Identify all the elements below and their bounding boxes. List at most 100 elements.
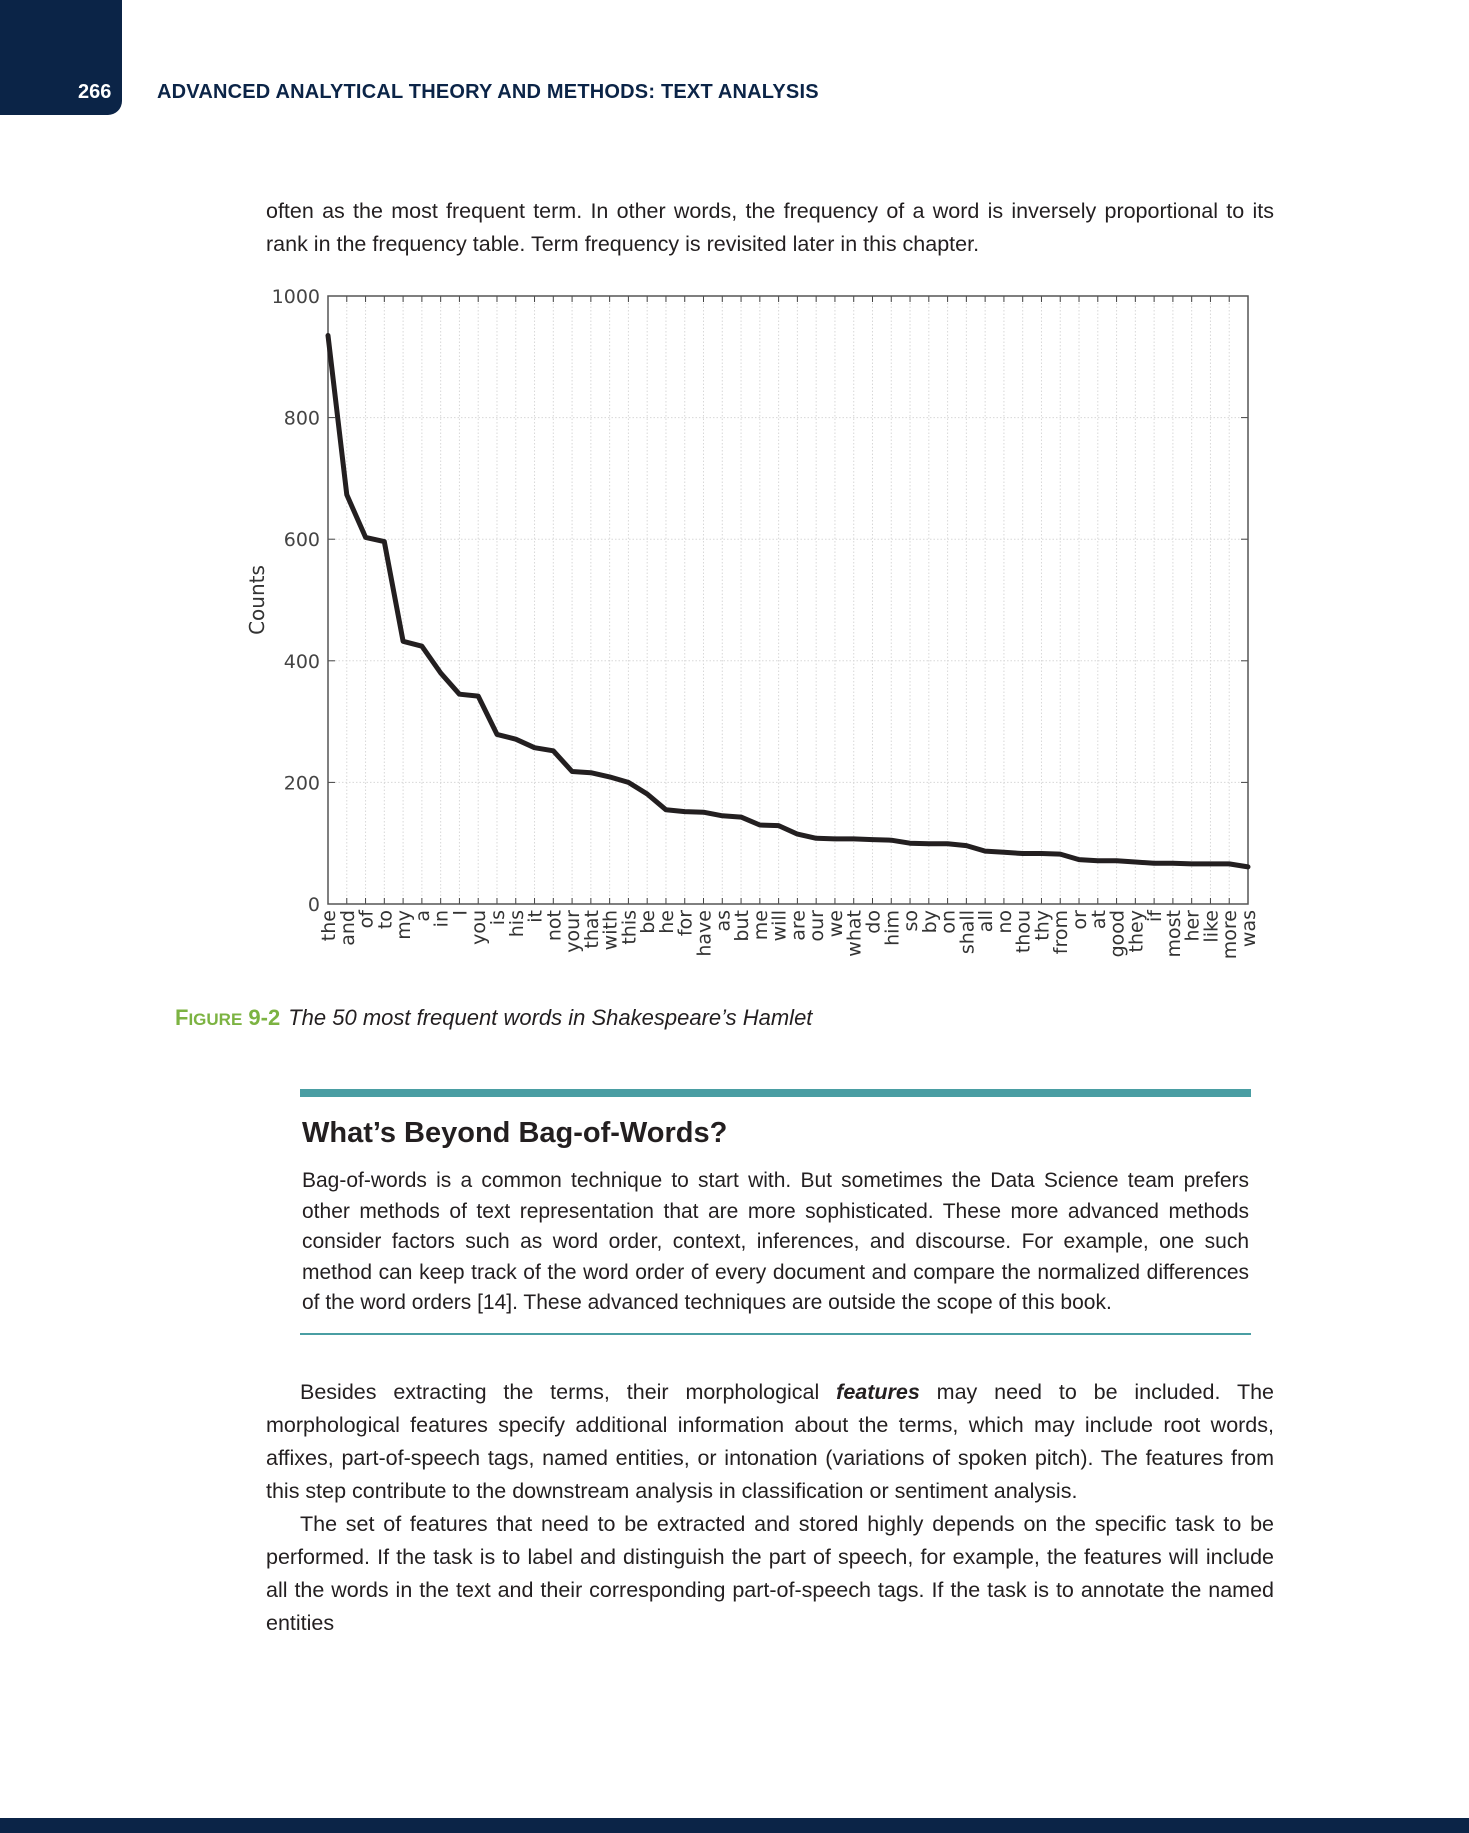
- data-point: [1114, 858, 1119, 863]
- x-tick-label: to: [374, 910, 396, 929]
- data-point: [757, 822, 762, 827]
- y-tick-label: 0: [308, 894, 320, 916]
- data-point: [832, 836, 837, 841]
- x-tick-label: that: [581, 910, 603, 949]
- data-point: [1152, 861, 1157, 866]
- x-tick-label: more: [1219, 910, 1241, 959]
- data-point: [401, 639, 406, 644]
- data-point: [382, 539, 387, 544]
- y-tick-label: 200: [284, 772, 320, 794]
- intro-paragraph: often as the most frequent term. In othe…: [266, 199, 1274, 256]
- x-tick-label: as: [712, 910, 734, 932]
- x-tick-label: my: [393, 910, 415, 940]
- x-tick-label: what: [844, 910, 866, 957]
- x-tick-label: a: [412, 910, 434, 922]
- data-point: [1020, 851, 1025, 856]
- data-point: [851, 836, 856, 841]
- footer-bar: [0, 1818, 1469, 1833]
- x-tick-label: of: [356, 909, 378, 929]
- data-point: [588, 770, 593, 775]
- data-point: [645, 791, 650, 796]
- x-tick-label: all: [975, 910, 997, 932]
- x-tick-label: do: [862, 910, 884, 934]
- x-tick-label: we: [825, 910, 847, 937]
- data-point: [870, 837, 875, 842]
- data-point: [344, 492, 349, 497]
- x-tick-label: no: [994, 910, 1016, 934]
- sidebar-title: What’s Beyond Bag-of-Words?: [302, 1117, 728, 1149]
- sidebar-box: What’s Beyond Bag-of-Words? Bag-of-words…: [300, 1089, 1251, 1335]
- sidebar-body: Bag-of-words is a common technique to st…: [302, 1169, 1249, 1314]
- x-tick-label: for: [675, 910, 697, 936]
- x-tick-label: was: [1238, 910, 1260, 947]
- data-point: [551, 748, 556, 753]
- data-point: [795, 832, 800, 837]
- x-tick-label: her: [1182, 910, 1204, 942]
- x-tick-label: it: [525, 910, 547, 923]
- word-frequency-chart: 02004006008001000theandoftomyainIyouishi…: [245, 286, 1260, 959]
- data-point: [513, 737, 518, 742]
- x-tick-label: his: [506, 910, 528, 937]
- data-point: [1227, 861, 1232, 866]
- data-point: [1208, 861, 1213, 866]
- x-tick-label: most: [1163, 910, 1185, 957]
- data-point: [983, 849, 988, 854]
- data-point: [720, 813, 725, 818]
- data-point: [814, 836, 819, 841]
- y-axis-label: Counts: [245, 565, 269, 635]
- x-tick-label: be: [637, 910, 659, 934]
- data-point: [494, 732, 499, 737]
- data-point: [476, 694, 481, 699]
- x-tick-label: the: [318, 910, 340, 941]
- data-point: [1095, 858, 1100, 863]
- y-tick-label: 800: [284, 408, 320, 430]
- x-tick-label: with: [600, 910, 622, 950]
- x-tick-label: your: [562, 910, 584, 953]
- x-tick-label: but: [731, 910, 753, 942]
- running-head: ADVANCED ANALYTICAL THEORY AND METHODS: …: [157, 81, 819, 103]
- data-point: [438, 670, 443, 675]
- x-tick-label: they: [1125, 910, 1147, 952]
- x-tick-label: thy: [1031, 910, 1053, 941]
- data-point: [739, 815, 744, 820]
- x-tick-label: have: [694, 910, 716, 957]
- data-point: [1058, 852, 1063, 857]
- data-point: [889, 838, 894, 843]
- x-tick-label: if: [1144, 909, 1166, 922]
- figure-title: The 50 most frequent words in Shakespear…: [288, 1005, 813, 1030]
- data-point: [1189, 861, 1194, 866]
- figure-caption: FIGURE 9-2 The 50 most frequent words in …: [175, 1005, 812, 1031]
- x-tick-label: not: [543, 910, 565, 941]
- data-point: [776, 823, 781, 828]
- x-tick-label: or: [1069, 910, 1091, 930]
- x-tick-label: on: [938, 910, 960, 934]
- data-point: [945, 841, 950, 846]
- data-point: [908, 841, 913, 846]
- data-point: [663, 807, 668, 812]
- data-point: [926, 841, 931, 846]
- page-number-tab: [0, 0, 122, 115]
- page-number: 266: [78, 81, 112, 103]
- figure-label: FIGURE 9-2: [175, 1005, 281, 1030]
- data-point: [626, 780, 631, 785]
- x-tick-label: thou: [1013, 910, 1035, 953]
- x-tick-label: he: [656, 910, 678, 934]
- x-tick-label: by: [919, 910, 941, 933]
- data-point: [682, 809, 687, 814]
- paragraph-features: Besides extracting the terms, their morp…: [266, 1380, 1274, 1503]
- paragraph-feature-set: The set of features that need to be extr…: [266, 1512, 1274, 1635]
- data-point: [1246, 864, 1250, 869]
- x-tick-label: are: [787, 910, 809, 941]
- x-tick-label: good: [1107, 910, 1129, 957]
- data-point: [1001, 850, 1006, 855]
- y-tick-label: 400: [284, 651, 320, 673]
- y-tick-label: 1000: [272, 286, 320, 308]
- data-point: [457, 692, 462, 697]
- x-tick-label: will: [769, 910, 791, 941]
- data-point: [1077, 857, 1082, 862]
- x-tick-label: I: [449, 910, 471, 916]
- x-tick-label: like: [1200, 910, 1222, 943]
- data-point: [419, 644, 424, 649]
- features-emphasis: features: [836, 1380, 920, 1404]
- data-point: [1039, 851, 1044, 856]
